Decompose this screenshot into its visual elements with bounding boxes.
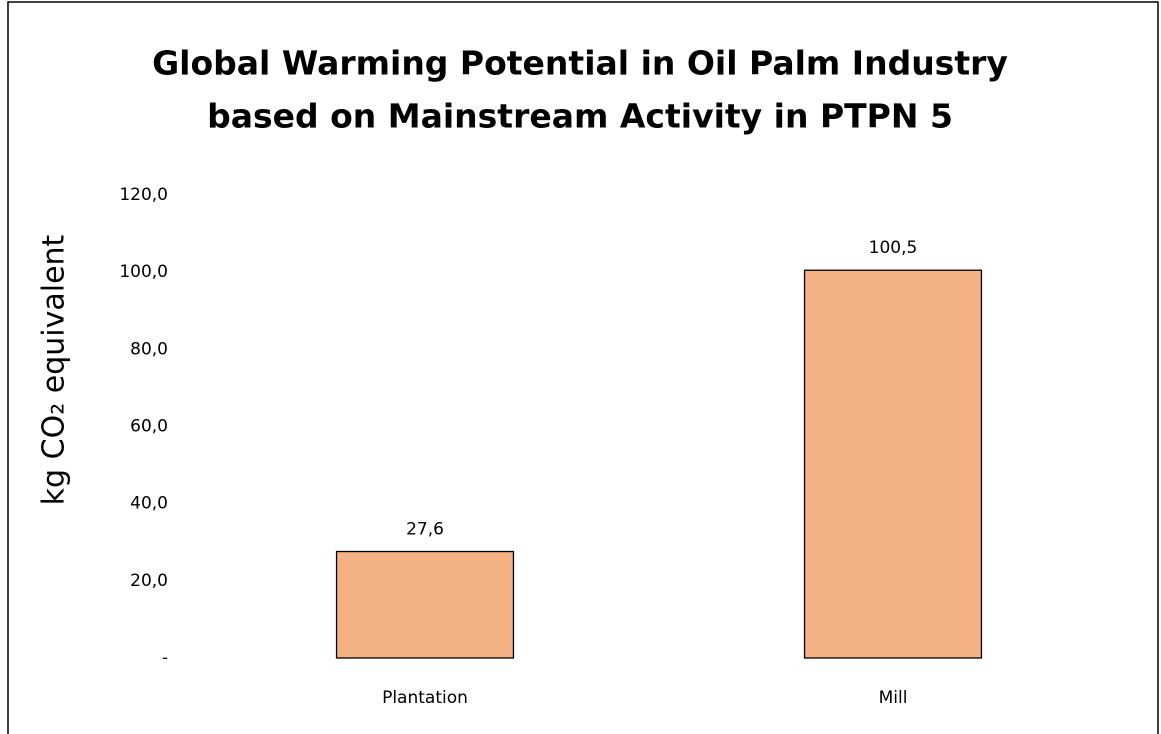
data-label: 27,6	[406, 520, 444, 540]
y-tick-label: 120,0	[119, 185, 168, 205]
chart-title: based on Mainstream Activity in PTPN 5	[207, 97, 953, 136]
y-tick-label: 40,0	[130, 494, 168, 514]
y-tick-label: 100,0	[119, 262, 168, 282]
bar	[803, 269, 983, 659]
x-tick-label: Plantation	[382, 688, 468, 708]
x-tick-label: Mill	[879, 688, 908, 708]
y-tick-label: 20,0	[130, 571, 168, 591]
y-axis-label: kg CO₂ equivalent	[37, 234, 72, 505]
chart-title: Global Warming Potential in Oil Palm Ind…	[152, 44, 1008, 83]
bar	[335, 550, 515, 659]
data-label: 100,5	[869, 238, 918, 258]
y-tick-label: 80,0	[130, 339, 168, 359]
y-tick-label: -	[162, 648, 168, 668]
y-tick-label: 60,0	[130, 417, 168, 437]
